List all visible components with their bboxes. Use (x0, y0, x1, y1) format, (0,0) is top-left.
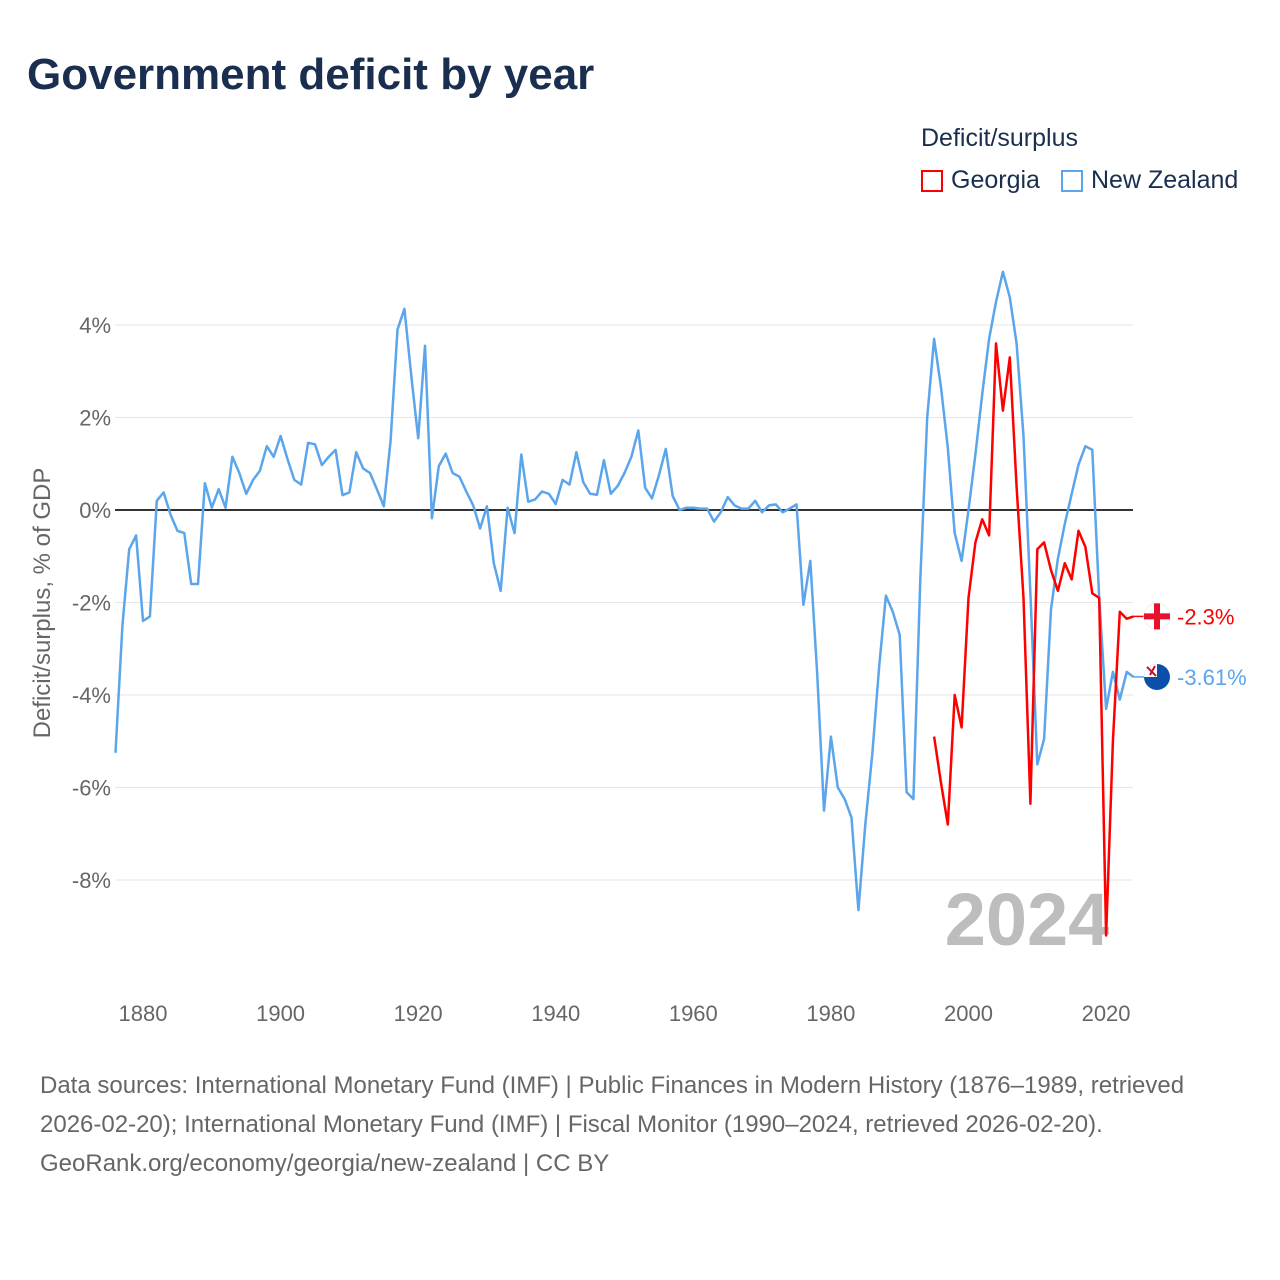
y-tick-label: 2% (79, 406, 111, 431)
y-tick-label: 0% (79, 498, 111, 523)
legend-title: Deficit/surplus (921, 124, 1078, 152)
legend-swatch-georgia (921, 169, 943, 192)
chart-title: Government deficit by year (27, 50, 595, 99)
y-tick-label: -2% (72, 591, 111, 616)
series-line-new-zealand[interactable] (114, 270, 1135, 912)
x-tick-label: 1980 (806, 1001, 855, 1026)
x-tick-label: 1960 (669, 1001, 718, 1026)
x-tick-label: 2020 (1082, 1001, 1131, 1026)
footer: Data sources: International Monetary Fun… (40, 1066, 1240, 1183)
y-tick-label: -4% (72, 683, 111, 708)
x-tick-label: 1880 (119, 1001, 168, 1026)
x-tick-label: 1900 (256, 1001, 305, 1026)
x-tick-label: 1940 (531, 1001, 580, 1026)
legend-label: New Zealand (1091, 166, 1239, 194)
legend-item-georgia[interactable]: Georgia (921, 166, 1040, 195)
data-sources: Data sources: International Monetary Fun… (40, 1072, 1185, 1138)
legend-item-new-zealand[interactable]: New Zealand (1061, 166, 1238, 195)
credit-link[interactable]: GeoRank.org/economy/georgia/new-zealand … (40, 1150, 610, 1177)
new-zealand-flag-icon (1144, 663, 1170, 690)
y-tick-label: -6% (72, 776, 111, 801)
legend-label: Georgia (951, 166, 1040, 194)
year-watermark: 2024 (945, 878, 1110, 961)
legend-swatch-new-zealand (1061, 169, 1083, 192)
series-line-georgia[interactable] (932, 342, 1134, 937)
y-tick-label: -8% (72, 868, 111, 893)
y-tick-label: 4% (79, 313, 111, 338)
x-tick-label: 1920 (394, 1001, 443, 1026)
y-axis-label: Deficit/surplus, % of GDP (29, 468, 56, 739)
x-tick-label: 2000 (944, 1001, 993, 1026)
georgia-flag-icon (1143, 602, 1171, 630)
end-label-georgia: -2.3% (1177, 604, 1234, 629)
end-label-new-zealand: -3.61% (1177, 665, 1247, 690)
